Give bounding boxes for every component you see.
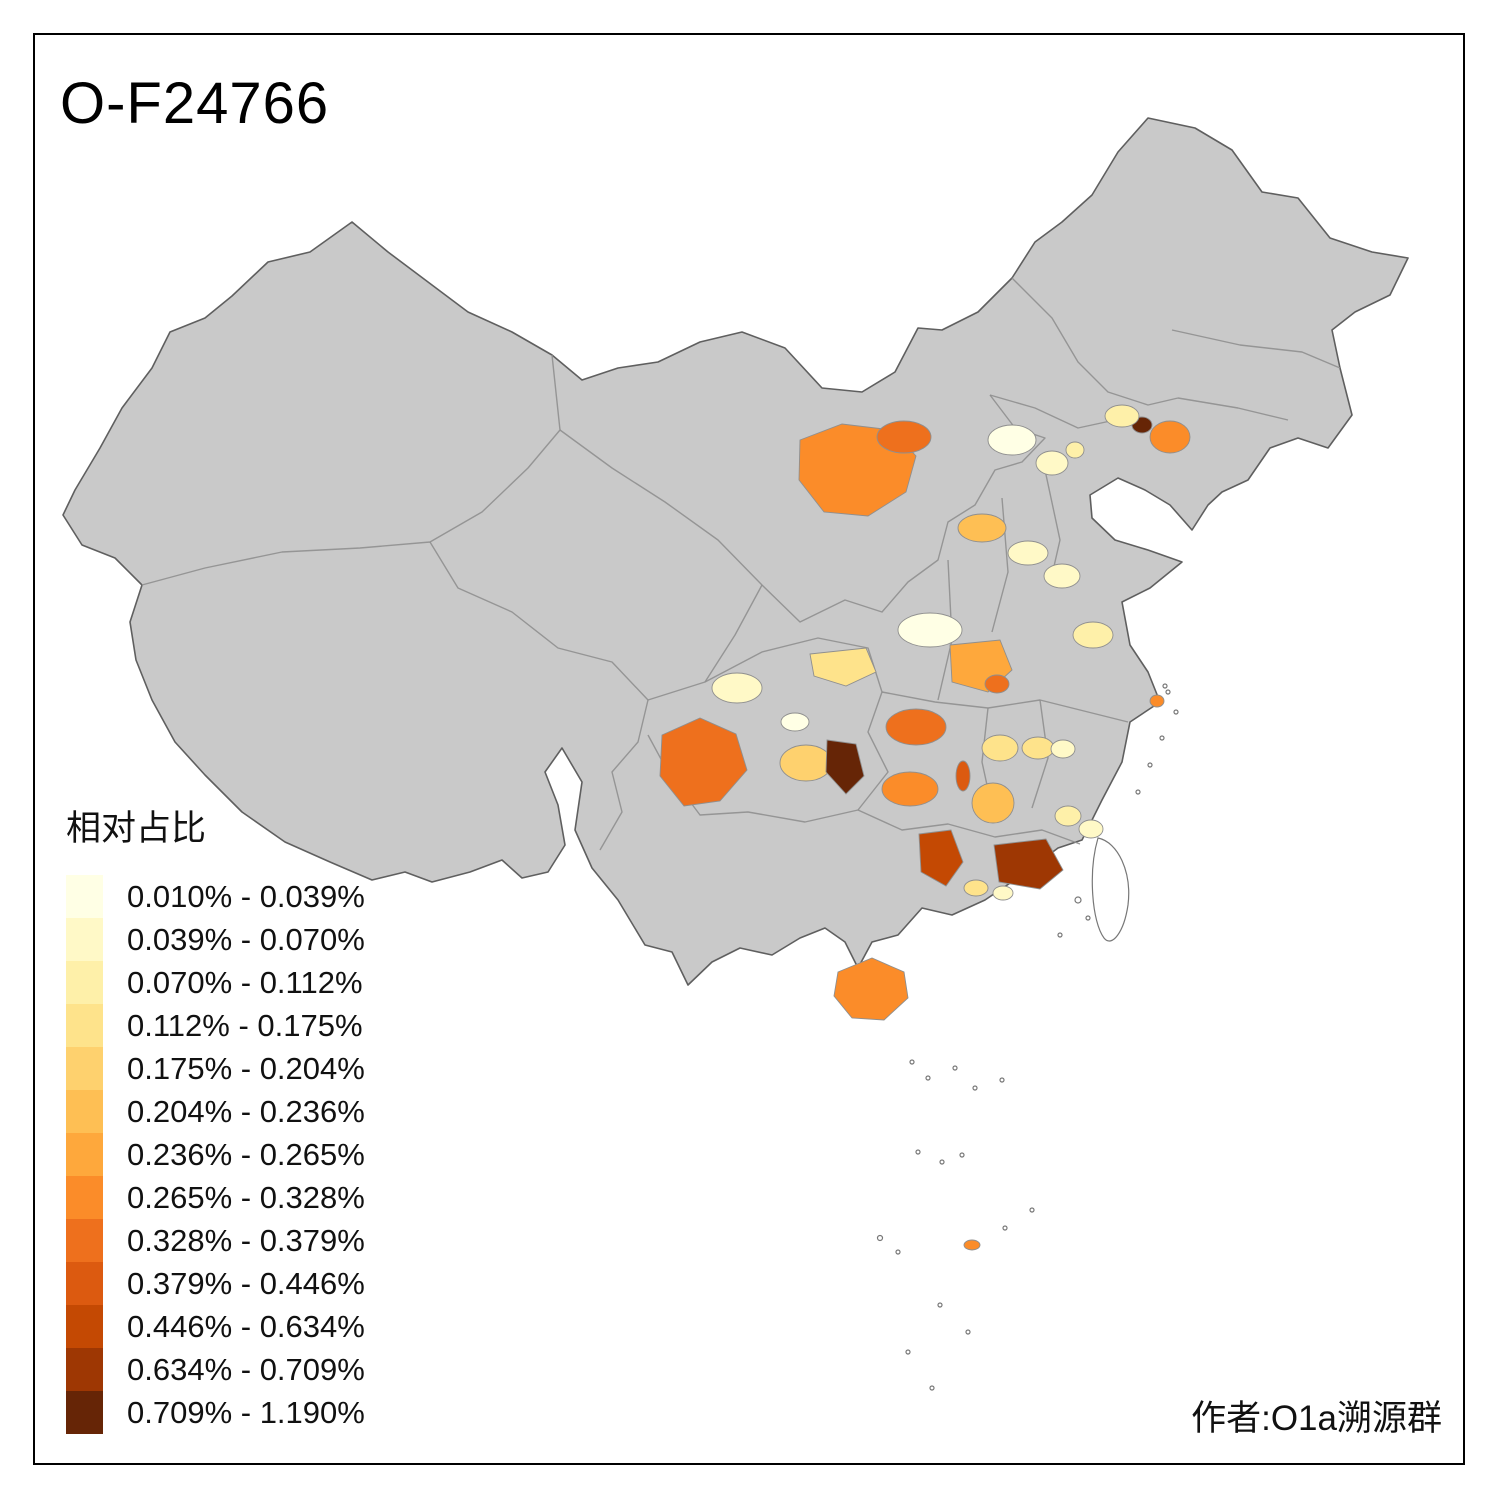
region-hebei-south-pale (1007, 540, 1049, 566)
legend-label: 0.070% - 0.112% (127, 964, 363, 1000)
legend-label: 0.010% - 0.039% (127, 878, 365, 914)
legend-label: 0.039% - 0.070% (127, 921, 365, 957)
region-shanghai-coast-orange (1149, 694, 1165, 708)
region-hunan-south-orange (971, 782, 1015, 824)
region-hubei-west-orange (885, 708, 947, 746)
region-hunan-north-yellow (981, 734, 1019, 762)
region-inner-mongolia-north (876, 420, 932, 454)
legend-label: 0.112% - 0.175% (127, 1007, 363, 1043)
region-chongqing-west-light (779, 744, 833, 782)
region-chongqing-east-darkbrown (825, 739, 865, 795)
legend-swatch (66, 1391, 103, 1434)
legend-swatch (66, 1305, 103, 1348)
legend-label: 0.709% - 1.190% (127, 1394, 365, 1430)
legend-swatch (66, 1090, 103, 1133)
taiwan-island (1091, 837, 1130, 942)
legend-items: 0.010% - 0.039% 0.039% - 0.070% 0.070% -… (66, 875, 365, 1434)
region-hebei-east-pale (1035, 450, 1069, 476)
region-hunan-east-yellow (1021, 736, 1055, 760)
legend-swatch (66, 875, 103, 918)
region-shaanxi-south-pale (897, 612, 963, 648)
legend-swatch (66, 1004, 103, 1047)
legend-label: 0.446% - 0.634% (127, 1308, 365, 1344)
legend-item: 0.070% - 0.112% (66, 961, 365, 1004)
china-mainland (62, 117, 1409, 986)
region-sichuan-north-pale (711, 672, 763, 704)
colored-regions (659, 404, 1191, 1251)
legend-label: 0.175% - 0.204% (127, 1050, 365, 1086)
region-tianjin-pale (1065, 441, 1085, 459)
region-guangdong-east-darkbrown (993, 838, 1064, 890)
region-guangxi-east-darkorange (918, 829, 964, 887)
region-guizhou-west-pale (780, 712, 810, 732)
legend-swatch (66, 1176, 103, 1219)
legend-swatch (66, 1348, 103, 1391)
legend-label: 0.265% - 0.328% (127, 1179, 365, 1215)
page-title: O-F24766 (60, 71, 330, 136)
legend-item: 0.634% - 0.709% (66, 1348, 365, 1391)
region-henan-south-orange (984, 674, 1010, 694)
legend-swatch (66, 1133, 103, 1176)
region-hubei-east-dark-sliver (955, 760, 971, 792)
region-guangdong-central-yellow (963, 879, 989, 897)
legend-label: 0.236% - 0.265% (127, 1136, 365, 1172)
islands (876, 683, 1179, 1391)
legend-item: 0.709% - 1.190% (66, 1391, 365, 1434)
legend-item: 0.265% - 0.328% (66, 1176, 365, 1219)
legend-label: 0.379% - 0.446% (127, 1265, 365, 1301)
region-beijing-area-pale (987, 424, 1037, 456)
legend-title: 相对占比 (66, 809, 207, 848)
legend-label: 0.204% - 0.236% (127, 1093, 365, 1129)
attribution: 作者:O1a溯源群 (1191, 1399, 1442, 1438)
region-sichuan-southwest-orange (659, 717, 748, 807)
region-liaoning-west-pale (1104, 404, 1140, 428)
legend-item: 0.204% - 0.236% (66, 1090, 365, 1133)
region-hubei-south-orange (881, 771, 939, 807)
legend-swatch (66, 1047, 103, 1090)
region-south-china-sea-island (963, 1239, 981, 1251)
legend-item: 0.010% - 0.039% (66, 875, 365, 918)
legend-item: 0.236% - 0.265% (66, 1133, 365, 1176)
region-hainan (833, 957, 909, 1021)
legend-swatch (66, 918, 103, 961)
legend: 相对占比 0.010% - 0.039% 0.039% - 0.070% 0.0… (66, 800, 365, 1434)
region-guangdong-west-pale (992, 885, 1014, 901)
legend-item: 0.039% - 0.070% (66, 918, 365, 961)
region-jiangsu-central-yellow (1072, 621, 1114, 649)
region-shandong-west-pale (1043, 563, 1081, 589)
legend-item: 0.379% - 0.446% (66, 1262, 365, 1305)
region-shanxi-central (957, 513, 1007, 543)
region-liaoning-east (1149, 420, 1191, 454)
legend-label: 0.634% - 0.709% (127, 1351, 365, 1387)
legend-item: 0.175% - 0.204% (66, 1047, 365, 1090)
region-fujian-west-pale (1078, 819, 1104, 839)
legend-label: 0.328% - 0.379% (127, 1222, 365, 1258)
legend-swatch (66, 961, 103, 1004)
legend-item: 0.328% - 0.379% (66, 1219, 365, 1262)
region-gansu-southeast-yellow (809, 647, 877, 687)
region-jiangxi-south-yellow (1054, 805, 1082, 827)
legend-swatch (66, 1262, 103, 1305)
region-jiangxi-north-pale (1050, 739, 1076, 759)
legend-swatch (66, 1219, 103, 1262)
legend-item: 0.112% - 0.175% (66, 1004, 365, 1047)
legend-item: 0.446% - 0.634% (66, 1305, 365, 1348)
